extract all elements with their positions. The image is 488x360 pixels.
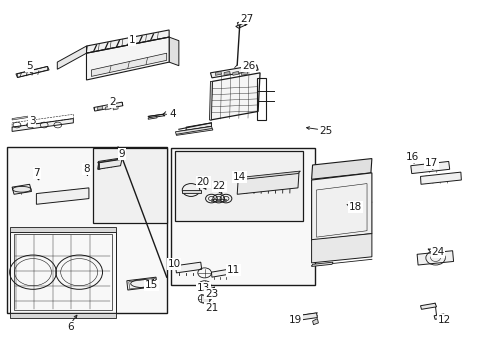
Polygon shape	[169, 37, 179, 66]
Text: 23: 23	[204, 289, 218, 298]
Polygon shape	[98, 106, 102, 110]
Polygon shape	[10, 227, 116, 232]
Text: 20: 20	[196, 177, 209, 187]
Polygon shape	[237, 171, 300, 180]
Text: 11: 11	[227, 265, 240, 275]
Polygon shape	[148, 114, 164, 118]
Text: 14: 14	[233, 172, 246, 182]
Polygon shape	[98, 159, 122, 169]
Polygon shape	[215, 71, 221, 75]
Polygon shape	[311, 262, 332, 266]
Text: 2: 2	[109, 97, 115, 107]
Text: 9: 9	[119, 149, 125, 159]
Polygon shape	[237, 21, 243, 25]
Polygon shape	[12, 116, 30, 120]
Polygon shape	[416, 251, 453, 265]
Polygon shape	[433, 314, 444, 319]
Polygon shape	[420, 172, 460, 184]
Polygon shape	[105, 106, 110, 110]
Text: 26: 26	[241, 62, 255, 71]
Text: 12: 12	[437, 315, 450, 325]
Polygon shape	[235, 23, 246, 28]
Text: 22: 22	[212, 181, 225, 192]
Text: 16: 16	[405, 152, 418, 162]
Polygon shape	[91, 53, 166, 76]
Polygon shape	[311, 158, 371, 179]
Polygon shape	[86, 30, 169, 53]
Polygon shape	[312, 319, 318, 325]
Polygon shape	[175, 126, 212, 135]
Text: 24: 24	[430, 247, 444, 257]
Polygon shape	[420, 303, 436, 309]
Text: 3: 3	[29, 116, 35, 126]
Polygon shape	[94, 102, 122, 111]
Polygon shape	[113, 106, 118, 110]
Text: 17: 17	[424, 158, 437, 168]
Text: 13: 13	[196, 283, 209, 293]
Polygon shape	[201, 282, 208, 289]
Polygon shape	[7, 147, 166, 313]
Polygon shape	[237, 173, 298, 194]
Polygon shape	[93, 148, 166, 223]
Text: 1: 1	[128, 35, 135, 45]
Polygon shape	[224, 71, 229, 75]
Polygon shape	[182, 190, 201, 193]
Polygon shape	[16, 66, 49, 77]
Polygon shape	[12, 184, 31, 194]
Text: 5: 5	[26, 61, 33, 71]
Polygon shape	[126, 277, 157, 290]
Text: 18: 18	[348, 202, 361, 212]
Polygon shape	[10, 313, 116, 318]
Polygon shape	[210, 65, 258, 78]
Polygon shape	[98, 158, 122, 163]
Text: 10: 10	[167, 259, 180, 269]
Text: 4: 4	[169, 109, 176, 119]
Polygon shape	[210, 73, 260, 120]
Polygon shape	[36, 188, 89, 204]
Polygon shape	[209, 81, 212, 120]
Text: 7: 7	[34, 168, 40, 178]
Polygon shape	[291, 313, 317, 321]
Polygon shape	[311, 234, 371, 263]
Polygon shape	[175, 262, 201, 273]
Text: 15: 15	[144, 280, 158, 291]
Polygon shape	[186, 123, 211, 131]
Polygon shape	[98, 163, 99, 169]
Text: 6: 6	[67, 322, 74, 332]
Polygon shape	[86, 37, 169, 80]
Text: 21: 21	[204, 303, 218, 313]
Polygon shape	[12, 118, 73, 131]
Polygon shape	[232, 71, 238, 75]
Polygon shape	[57, 46, 86, 69]
Polygon shape	[175, 151, 302, 221]
Text: 8: 8	[83, 164, 90, 174]
Polygon shape	[148, 116, 157, 119]
Polygon shape	[241, 71, 247, 75]
Text: 27: 27	[240, 14, 253, 23]
Text: 25: 25	[319, 126, 332, 136]
Polygon shape	[311, 173, 371, 241]
Polygon shape	[211, 269, 232, 277]
Polygon shape	[410, 161, 449, 174]
Polygon shape	[170, 148, 314, 285]
Polygon shape	[201, 295, 208, 302]
Text: 19: 19	[288, 315, 302, 325]
